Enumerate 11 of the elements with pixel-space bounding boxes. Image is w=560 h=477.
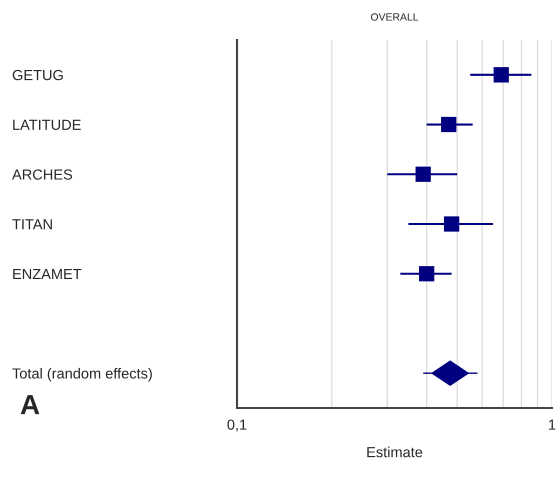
text: A — [20, 395, 40, 414]
y-tick-label: Total (random effects) — [12, 368, 152, 382]
x-tick-label: 1 — [549, 420, 556, 430]
y-tick-label: TITAN — [12, 219, 52, 230]
chart-title: OVERALL — [370, 13, 418, 21]
x-tick-label: 0,1 — [227, 419, 246, 432]
y-tick-label: LATITUDE — [13, 120, 81, 130]
x-axis-title: Estimate — [367, 446, 422, 458]
y-tick-label: GETUG — [12, 70, 63, 80]
y-tick-label: ARCHES — [12, 169, 72, 180]
y-tick-label: ENZAMET — [13, 268, 82, 280]
